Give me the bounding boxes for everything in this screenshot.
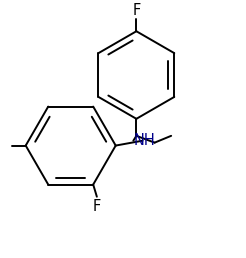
Text: F: F bbox=[93, 199, 101, 214]
Text: NH: NH bbox=[133, 133, 155, 148]
Text: F: F bbox=[132, 3, 140, 18]
